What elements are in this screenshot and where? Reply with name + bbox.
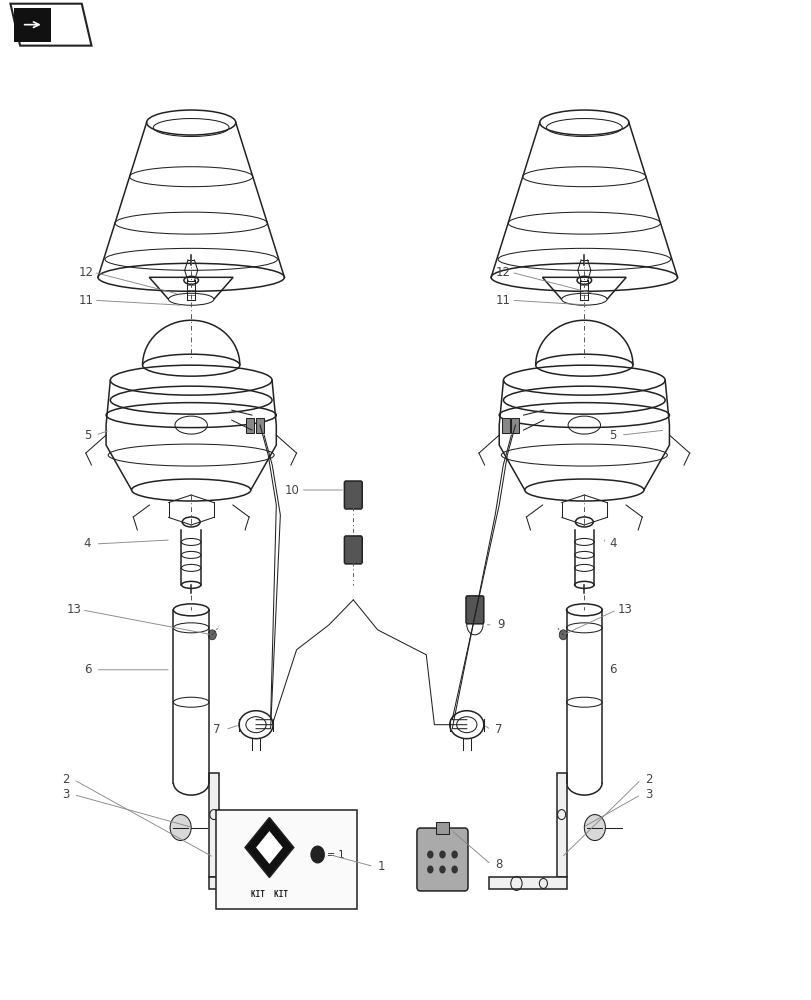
Bar [436, 822, 448, 834]
Text: 11: 11 [78, 294, 93, 307]
Text: 2: 2 [62, 773, 69, 786]
Text: 6: 6 [608, 663, 616, 676]
Text: 12: 12 [78, 266, 93, 279]
Bar [15, 8, 51, 42]
Polygon shape [489, 877, 566, 889]
Circle shape [559, 630, 567, 640]
Polygon shape [245, 818, 294, 877]
Text: 7: 7 [495, 723, 502, 736]
Bar [501, 418, 509, 433]
Circle shape [439, 851, 445, 859]
Text: 5: 5 [84, 429, 91, 442]
Circle shape [208, 630, 216, 640]
Text: KIT  KIT: KIT KIT [251, 890, 288, 899]
Circle shape [584, 815, 605, 841]
Text: 13: 13 [616, 603, 632, 616]
Polygon shape [208, 773, 218, 877]
Text: 4: 4 [84, 537, 91, 550]
Text: 6: 6 [84, 663, 91, 676]
Bar [255, 418, 264, 433]
Bar [511, 418, 519, 433]
Text: = 1: = 1 [327, 850, 345, 860]
Bar [246, 418, 254, 433]
Polygon shape [11, 4, 92, 46]
Circle shape [427, 865, 433, 873]
Polygon shape [255, 831, 282, 864]
Text: 9: 9 [496, 618, 504, 631]
Text: 4: 4 [608, 537, 616, 550]
Text: 10: 10 [285, 484, 299, 497]
Polygon shape [208, 877, 285, 889]
Text: 8: 8 [495, 858, 502, 871]
Bar [215, 810, 357, 909]
Text: 2: 2 [645, 773, 652, 786]
FancyBboxPatch shape [416, 828, 467, 891]
Text: 5: 5 [608, 429, 616, 442]
Circle shape [310, 846, 324, 863]
Text: 12: 12 [496, 266, 510, 279]
Text: 1: 1 [377, 860, 385, 873]
Circle shape [451, 865, 457, 873]
Circle shape [427, 851, 433, 859]
FancyBboxPatch shape [466, 596, 483, 624]
Polygon shape [556, 773, 566, 877]
Text: 3: 3 [62, 788, 69, 801]
Text: 3: 3 [645, 788, 652, 801]
Circle shape [169, 815, 191, 841]
Circle shape [451, 851, 457, 859]
Text: 11: 11 [496, 294, 510, 307]
FancyBboxPatch shape [344, 481, 362, 509]
Text: 7: 7 [213, 723, 221, 736]
Text: 13: 13 [67, 603, 81, 616]
Circle shape [439, 865, 445, 873]
FancyBboxPatch shape [344, 536, 362, 564]
